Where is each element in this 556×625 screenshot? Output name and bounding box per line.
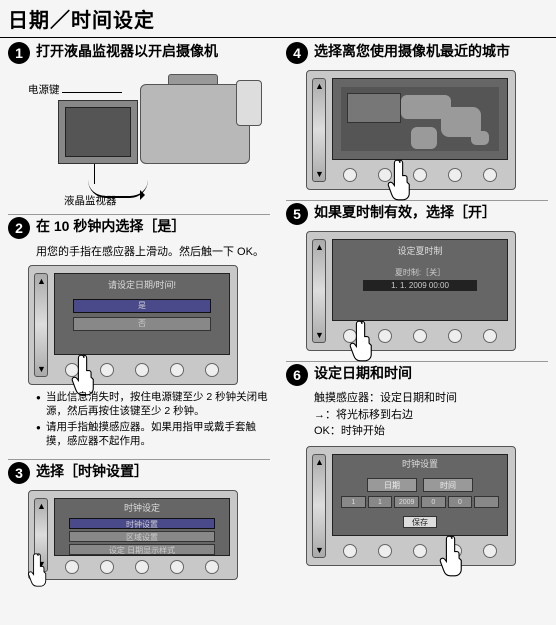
date-cell[interactable] xyxy=(474,496,499,508)
page-title: 日期／时间设定 xyxy=(0,0,556,38)
device-button[interactable] xyxy=(135,560,149,574)
menu-row[interactable]: 时钟设置 xyxy=(69,518,215,529)
device-button[interactable] xyxy=(483,168,497,182)
option-yes[interactable]: 是 xyxy=(73,299,211,313)
device-button[interactable] xyxy=(100,560,114,574)
step-title: 如果夏时制有效，选择［开］ xyxy=(314,203,496,221)
step-title: 打开液晶监视器以开启摄像机 xyxy=(36,42,218,60)
step-2: 2 在 10 秒钟内选择［是］ 用您的手指在感应器上滑动。然后触一下 OK。 请… xyxy=(8,217,270,449)
step-number: 3 xyxy=(8,462,30,484)
date-cell[interactable]: 0 xyxy=(448,496,473,508)
device-button[interactable] xyxy=(170,560,184,574)
device-button[interactable] xyxy=(205,560,219,574)
legend-line: 触摸感应器：设定日期和时间 xyxy=(314,390,548,407)
device-button[interactable] xyxy=(483,544,497,558)
device-button[interactable] xyxy=(448,544,462,558)
menu-row[interactable]: 区域设置 xyxy=(69,531,215,542)
step-5: 5 如果夏时制有效，选择［开］ 设定夏时制 夏时制:［关］ 1. 1. 2009… xyxy=(286,203,548,351)
device-button[interactable] xyxy=(100,363,114,377)
step-number: 1 xyxy=(8,42,30,64)
device-button[interactable] xyxy=(448,168,462,182)
date-grid: 1 1 2009 0 0 xyxy=(333,492,507,512)
touch-slider[interactable] xyxy=(34,498,48,572)
step-number: 5 xyxy=(286,203,308,225)
step-number: 2 xyxy=(8,217,30,239)
step-legend: 触摸感应器：设定日期和时间 →：将光标移到右边 OK：时钟开始 xyxy=(314,390,548,440)
device-button[interactable] xyxy=(483,329,497,343)
option-no[interactable]: 否 xyxy=(73,317,211,331)
touch-slider[interactable] xyxy=(312,454,326,558)
screen-title: 时钟设置 xyxy=(333,455,507,472)
device-button[interactable] xyxy=(378,168,392,182)
device-button[interactable] xyxy=(378,329,392,343)
world-map[interactable] xyxy=(341,87,499,151)
step-title: 选择离您使用摄像机最近的城市 xyxy=(314,42,510,60)
step-4: 4 选择离您使用摄像机最近的城市 xyxy=(286,42,548,190)
device-screen-5: 设定夏时制 夏时制:［关］ 1. 1. 2009 00:00 xyxy=(306,231,516,351)
tab-date[interactable]: 日期 xyxy=(367,478,417,492)
note-item: 请用手指触摸感应器。如果用指甲或戴手套触摸，感应器不起作用。 xyxy=(36,421,270,448)
note-item: 当此信息消失时，按住电源键至少 2 秒钟关闭电源，然后再按住该键至少 2 秒钟。 xyxy=(36,391,270,418)
device-button[interactable] xyxy=(413,544,427,558)
label-power: 电源键 xyxy=(28,82,60,97)
touch-slider[interactable] xyxy=(312,239,326,343)
step-title: 在 10 秒钟内选择［是］ xyxy=(36,217,185,235)
step-title: 选择［时钟设置］ xyxy=(36,462,148,480)
menu-row[interactable]: 设定 日期显示样式 xyxy=(69,544,215,555)
step-1: 1 打开液晶监视器以开启摄像机 电源键 液晶监视器 xyxy=(8,42,270,204)
tab-time[interactable]: 时间 xyxy=(423,478,473,492)
screen-title: 请设定日期/时间! xyxy=(55,274,229,295)
step-number: 6 xyxy=(286,364,308,386)
device-screen-4 xyxy=(306,70,516,190)
device-button[interactable] xyxy=(448,329,462,343)
step-subtext: 用您的手指在感应器上滑动。然后触一下 OK。 xyxy=(36,243,270,259)
device-button[interactable] xyxy=(205,363,219,377)
step-6: 6 设定日期和时间 触摸感应器：设定日期和时间 →：将光标移到右边 OK：时钟开… xyxy=(286,364,548,566)
device-button[interactable] xyxy=(170,363,184,377)
screen-title: 时钟设定 xyxy=(55,499,229,516)
legend-line: OK：时钟开始 xyxy=(314,423,548,440)
step-title: 设定日期和时间 xyxy=(314,364,412,382)
screen-title: 设定夏时制 xyxy=(333,240,507,261)
step-number: 4 xyxy=(286,42,308,64)
device-button[interactable] xyxy=(65,560,79,574)
device-screen-3: 时钟设定 时钟设置 区域设置 设定 日期显示样式 xyxy=(28,490,238,580)
device-button[interactable] xyxy=(343,329,357,343)
device-button[interactable] xyxy=(413,329,427,343)
date-display: 1. 1. 2009 00:00 xyxy=(363,280,477,291)
screen-subtitle: 夏时制:［关］ xyxy=(333,267,507,278)
date-cell[interactable]: 2009 xyxy=(394,496,419,508)
device-screen-6: 时钟设置 日期 时间 1 1 2009 0 0 保存 xyxy=(306,446,516,566)
touch-slider[interactable] xyxy=(312,78,326,182)
date-cell[interactable]: 0 xyxy=(421,496,446,508)
camera-diagram: 电源键 液晶监视器 xyxy=(28,64,258,204)
device-button[interactable] xyxy=(343,168,357,182)
legend-line: →：将光标移到右边 xyxy=(314,407,548,424)
right-column: 4 选择离您使用摄像机最近的城市 xyxy=(278,38,556,594)
label-lcd: 液晶监视器 xyxy=(64,193,117,208)
device-button[interactable] xyxy=(413,168,427,182)
device-button[interactable] xyxy=(343,544,357,558)
device-button[interactable] xyxy=(378,544,392,558)
save-button[interactable]: 保存 xyxy=(403,516,437,528)
left-column: 1 打开液晶监视器以开启摄像机 电源键 液晶监视器 2 在 10 秒钟内选择［是… xyxy=(0,38,278,594)
date-cell[interactable]: 1 xyxy=(368,496,393,508)
date-cell[interactable]: 1 xyxy=(341,496,366,508)
step-3: 3 选择［时钟设置］ 时钟设定 时钟设置 区域设置 设定 日期显示样式 xyxy=(8,462,270,580)
device-screen-2: 请设定日期/时间! 是 否 xyxy=(28,265,238,385)
touch-slider[interactable] xyxy=(34,273,48,377)
device-button[interactable] xyxy=(65,363,79,377)
device-button[interactable] xyxy=(135,363,149,377)
step-notes: 当此信息消失时，按住电源键至少 2 秒钟关闭电源，然后再按住该键至少 2 秒钟。… xyxy=(36,391,270,449)
